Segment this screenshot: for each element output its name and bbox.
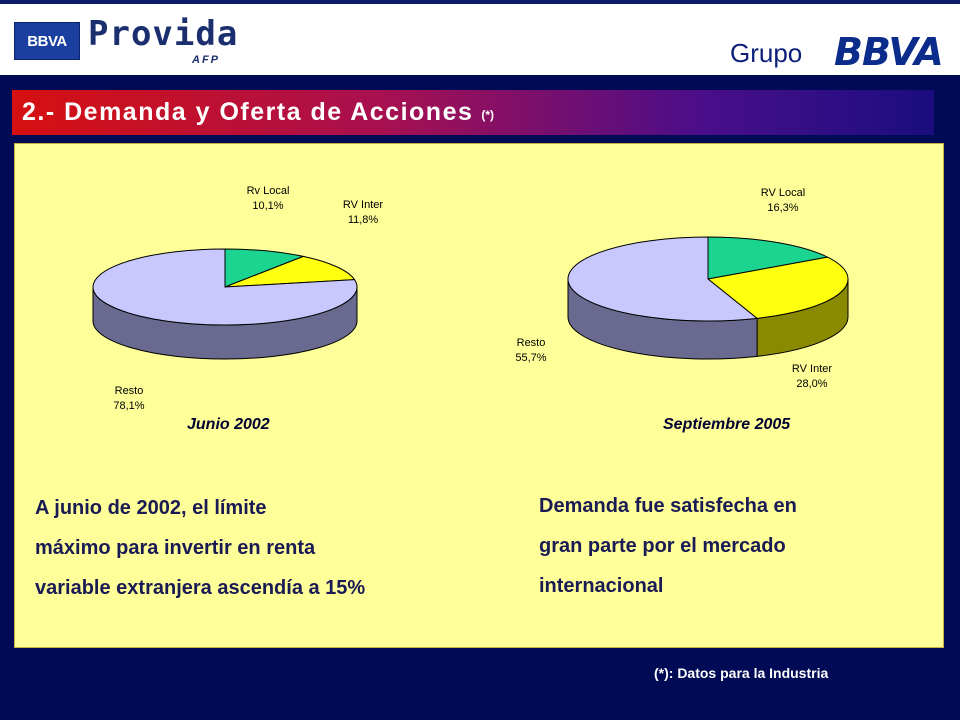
pie1-caption: Junio 2002 xyxy=(187,416,270,433)
pie1-label-rv-inter-name: RV Inter xyxy=(342,199,384,211)
pie1-label-rv-local: Rv Local 10,1% xyxy=(233,184,303,214)
pie2-label-rv-inter-name: RV Inter xyxy=(791,363,833,375)
grupo-label: Grupo xyxy=(730,38,803,68)
pie2-slice-resto xyxy=(567,236,759,322)
pie2-label-rv-local-name: RV Local xyxy=(760,187,806,199)
pie1-label-resto-value: 78,1% xyxy=(113,400,145,412)
pie2-caption: Septiembre 2005 xyxy=(663,416,791,433)
pie1-label-rv-inter-value: 11,8% xyxy=(347,214,379,226)
pie2-slice-rv-local xyxy=(707,236,830,280)
pie1-label-rv-inter: RV Inter 11,8% xyxy=(333,198,393,228)
right-paragraph: Demanda fue satisfecha en gran parte por… xyxy=(539,486,797,606)
title-bar: 2.- Demanda y Oferta de Acciones (*) xyxy=(12,90,934,135)
header: BBVA Provida AFP Grupo BBVA xyxy=(0,0,960,75)
bbva-logo-small: BBVA xyxy=(14,22,80,60)
left-line-3: variable extranjera ascendía a 15% xyxy=(35,577,366,599)
pie1-label-resto: Resto 78,1% xyxy=(99,384,159,414)
provida-logo: BBVA Provida AFP xyxy=(10,8,242,72)
pie-charts xyxy=(92,236,849,360)
afp-wordmark: AFP xyxy=(192,54,220,66)
left-line-2: máximo para invertir en renta xyxy=(35,537,316,559)
pie2-label-resto: Resto 55,7% xyxy=(501,336,561,366)
pie1-slice-rv-local xyxy=(224,248,305,288)
right-line-3: internacional xyxy=(539,575,664,597)
left-paragraph: A junio de 2002, el límite máximo para i… xyxy=(35,488,365,608)
right-line-1: Demanda fue satisfecha en xyxy=(539,495,797,517)
pie2-label-resto-name: Resto xyxy=(516,337,546,349)
provida-wordmark: Provida xyxy=(88,14,239,54)
pie2-label-rv-local: RV Local 16,3% xyxy=(748,186,818,216)
pie2-label-resto-value: 55,7% xyxy=(515,352,547,364)
pie1-label-rv-local-name: Rv Local xyxy=(246,185,290,197)
pie1-label-rv-local-value: 10,1% xyxy=(252,200,284,212)
pie2-label-rv-inter-value: 28,0% xyxy=(796,378,828,390)
title-footnote-mark: (*) xyxy=(481,107,495,122)
pie2-slice-rv-inter xyxy=(706,256,849,319)
pie1-slice-resto xyxy=(92,248,358,326)
bbva-logo-large: BBVA xyxy=(834,30,944,74)
footnote: (*): Datos para la Industria xyxy=(654,665,829,681)
pie1-slice-rv-inter xyxy=(224,255,356,288)
right-line-2: gran parte por el mercado xyxy=(539,535,786,557)
pie2-label-rv-local-value: 16,3% xyxy=(767,202,799,214)
content-panel: Rv Local 10,1% RV Inter 11,8% Resto 78,1… xyxy=(14,143,944,648)
left-line-1: A junio de 2002, el límite xyxy=(35,497,267,519)
pie2-label-rv-inter: RV Inter 28,0% xyxy=(777,362,847,392)
page-title: 2.- Demanda y Oferta de Acciones xyxy=(22,98,474,126)
pie1-label-resto-name: Resto xyxy=(114,385,144,397)
